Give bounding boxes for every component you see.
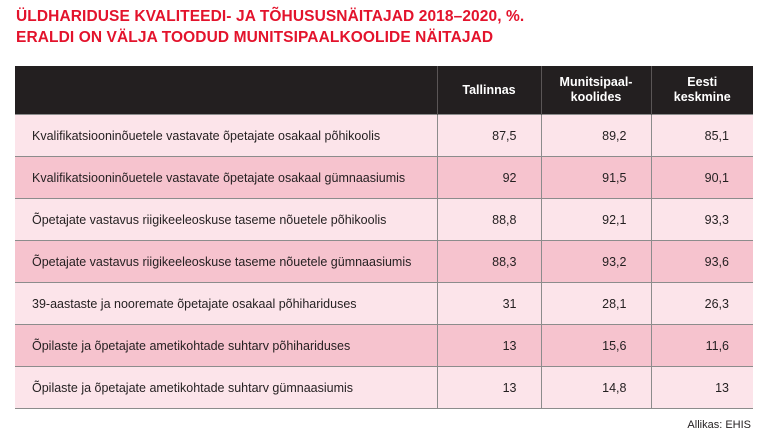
- chart-title-line-1: ÜLDHARIDUSE KVALITEEDI- JA TÕHUSUSNÄITAJ…: [16, 8, 525, 25]
- chart-title: ÜLDHARIDUSE KVALITEEDI- JA TÕHUSUSNÄITAJ…: [16, 6, 756, 48]
- chart-title-line-2: ERALDI ON VÄLJA TOODUD MUNITSIPAALKOOLID…: [16, 29, 494, 46]
- value-munitsipaalkoolides: 28,1: [540, 282, 651, 325]
- value-tallinnas: 13: [436, 366, 541, 409]
- value-eesti-keskmine: 11,6: [650, 324, 753, 367]
- value-eesti-keskmine: 13: [650, 366, 753, 409]
- table-row: Õpetajate vastavus riigikeeleoskuse tase…: [15, 198, 753, 241]
- value-eesti-keskmine: 93,3: [650, 198, 753, 241]
- value-tallinnas: 13: [436, 324, 541, 367]
- row-label: Õpilaste ja õpetajate ametikohtade suhta…: [15, 324, 437, 367]
- table-header-row: Tallinnas Munitsipaal-koolides Eesti kesk…: [15, 66, 753, 115]
- value-tallinnas: 87,5: [436, 114, 541, 157]
- table-row: Kvalifikatsiooninõuetele vastavate õpeta…: [15, 114, 753, 157]
- value-munitsipaalkoolides: 15,6: [540, 324, 651, 367]
- row-label: Õpilaste ja õpetajate ametikohtade suhta…: [15, 366, 437, 409]
- header-cell-tallinnas: Tallinnas: [436, 66, 541, 115]
- value-tallinnas: 92: [436, 156, 541, 199]
- table-body: Kvalifikatsiooninõuetele vastavate õpeta…: [15, 114, 753, 409]
- table-row: Kvalifikatsiooninõuetele vastavate õpeta…: [15, 156, 753, 199]
- data-table: Tallinnas Munitsipaal-koolides Eesti kesk…: [15, 66, 753, 409]
- value-tallinnas: 88,3: [436, 240, 541, 283]
- value-eesti-keskmine: 93,6: [650, 240, 753, 283]
- row-label: Õpetajate vastavus riigikeeleoskuse tase…: [15, 240, 437, 283]
- value-munitsipaalkoolides: 92,1: [540, 198, 651, 241]
- header-cell-eesti-keskmine: Eesti keskmine: [650, 66, 753, 115]
- table-row: 39-aastaste ja nooremate õpetajate osaka…: [15, 282, 753, 325]
- row-label: 39-aastaste ja nooremate õpetajate osaka…: [15, 282, 437, 325]
- value-munitsipaalkoolides: 91,5: [540, 156, 651, 199]
- value-munitsipaalkoolides: 93,2: [540, 240, 651, 283]
- value-eesti-keskmine: 90,1: [650, 156, 753, 199]
- value-tallinnas: 31: [436, 282, 541, 325]
- table-row: Õpilaste ja õpetajate ametikohtade suhta…: [15, 366, 753, 409]
- value-eesti-keskmine: 85,1: [650, 114, 753, 157]
- header-cell-munitsipaalkoolides: Munitsipaal-koolides: [540, 66, 651, 115]
- row-label: Õpetajate vastavus riigikeeleoskuse tase…: [15, 198, 437, 241]
- row-label: Kvalifikatsiooninõuetele vastavate õpeta…: [15, 156, 437, 199]
- value-munitsipaalkoolides: 14,8: [540, 366, 651, 409]
- value-munitsipaalkoolides: 89,2: [540, 114, 651, 157]
- value-eesti-keskmine: 26,3: [650, 282, 753, 325]
- table-row: Õpilaste ja õpetajate ametikohtade suhta…: [15, 324, 753, 367]
- row-label: Kvalifikatsiooninõuetele vastavate õpeta…: [15, 114, 437, 157]
- value-tallinnas: 88,8: [436, 198, 541, 241]
- header-cell-label: [15, 66, 437, 115]
- source-note: Allikas: EHIS: [687, 419, 751, 431]
- table-row: Õpetajate vastavus riigikeeleoskuse tase…: [15, 240, 753, 283]
